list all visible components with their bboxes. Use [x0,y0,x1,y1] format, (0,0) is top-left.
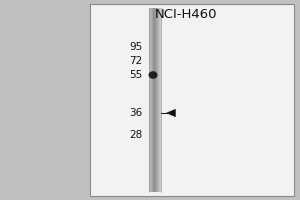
Bar [156,8,157,192]
Bar [152,8,153,192]
Bar [150,8,151,192]
Bar [151,8,152,192]
Bar [158,8,159,192]
Text: 55: 55 [129,70,142,80]
Polygon shape [167,109,176,117]
Ellipse shape [148,71,158,79]
Text: 95: 95 [129,42,142,52]
Bar [149,8,150,192]
Text: 28: 28 [129,130,142,140]
Text: NCI-H460: NCI-H460 [155,7,217,21]
Bar [157,8,158,192]
Bar [153,8,154,192]
Bar [159,8,160,192]
Bar [155,8,156,192]
Bar [90,4,294,196]
Text: 36: 36 [129,108,142,118]
Bar [148,8,149,192]
Text: 72: 72 [129,56,142,66]
Bar [154,8,155,192]
